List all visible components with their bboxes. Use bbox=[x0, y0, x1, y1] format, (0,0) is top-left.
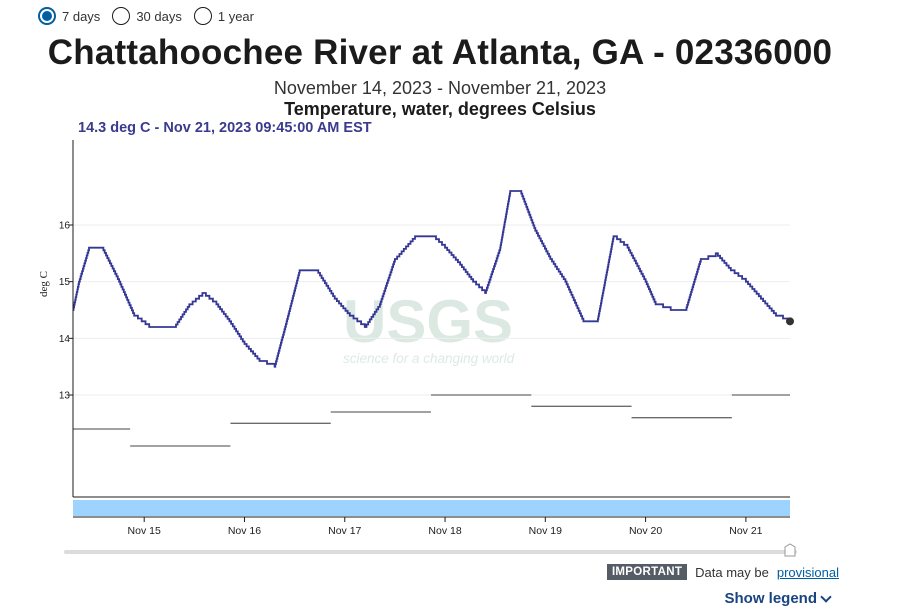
chevron-down-icon bbox=[820, 590, 832, 603]
provisional-link[interactable]: provisional bbox=[776, 564, 839, 580]
y-tick-label: 14 bbox=[59, 334, 71, 345]
y-tick-label: 13 bbox=[59, 391, 71, 402]
x-tick-label: Nov 16 bbox=[228, 525, 261, 537]
time-slider-track[interactable] bbox=[64, 550, 797, 554]
usgs-watermark: USGS science for a changing world bbox=[343, 288, 515, 366]
y-axis-label: deg C bbox=[38, 271, 50, 297]
page-title: Chattahoochee River at Atlanta, GA - 023… bbox=[47, 33, 833, 72]
hover-tooltip: 14.3 deg C - Nov 21, 2023 09:45:00 AM ES… bbox=[78, 120, 372, 136]
parameter-name: Temperature, water, degrees Celsius bbox=[284, 99, 596, 119]
x-tick-label: Nov 19 bbox=[529, 525, 562, 537]
y-tick-label: 16 bbox=[59, 221, 71, 232]
watermark-logo: USGS bbox=[343, 288, 513, 355]
radio-button-selected[interactable] bbox=[38, 7, 56, 25]
x-tick-label: Nov 17 bbox=[328, 525, 361, 537]
x-tick-label: Nov 20 bbox=[629, 525, 662, 537]
brush-selection[interactable] bbox=[73, 500, 790, 516]
slider-handle[interactable] bbox=[784, 543, 796, 557]
radio-label-1-year: 1 year bbox=[217, 8, 254, 24]
x-tick-label: Nov 15 bbox=[128, 525, 161, 537]
x-axis-ticks: Nov 15 Nov 16 Nov 17 Nov 18 Nov 19 Nov 20 Nov … bbox=[128, 517, 763, 537]
median-series bbox=[73, 394, 790, 447]
y-axis-ticks: 13 14 15 16 bbox=[59, 221, 73, 402]
radio-label-7-days: 7 days bbox=[62, 8, 101, 24]
watermark-tagline: science for a changing world bbox=[343, 351, 515, 366]
radio-1-year[interactable]: 1 year bbox=[193, 7, 254, 25]
x-tick-label: Nov 18 bbox=[428, 525, 461, 537]
show-legend-button[interactable]: Show legend bbox=[724, 590, 832, 607]
radio-7-days[interactable]: 7 days bbox=[38, 7, 100, 25]
radio-button[interactable] bbox=[112, 7, 131, 25]
period-selector: 7 days 30 days 1 year bbox=[38, 7, 260, 25]
radio-label-30-days: 30 days bbox=[136, 8, 182, 24]
notice-text: Data may be bbox=[695, 564, 769, 580]
date-range: November 14, 2023 - November 21, 2023 bbox=[273, 78, 607, 98]
y-tick-label: 15 bbox=[59, 277, 71, 288]
last-data-point bbox=[786, 317, 794, 326]
radio-30-days[interactable]: 30 days bbox=[112, 7, 182, 25]
temperature-series-line bbox=[72, 190, 791, 368]
x-tick-label: Nov 21 bbox=[729, 525, 762, 537]
gridlines bbox=[73, 224, 790, 396]
show-legend-label: Show legend bbox=[724, 590, 817, 607]
radio-button[interactable] bbox=[193, 7, 212, 25]
important-badge: IMPORTANT bbox=[606, 564, 688, 580]
provisional-notice: IMPORTANT Data may be provisional bbox=[606, 564, 839, 580]
